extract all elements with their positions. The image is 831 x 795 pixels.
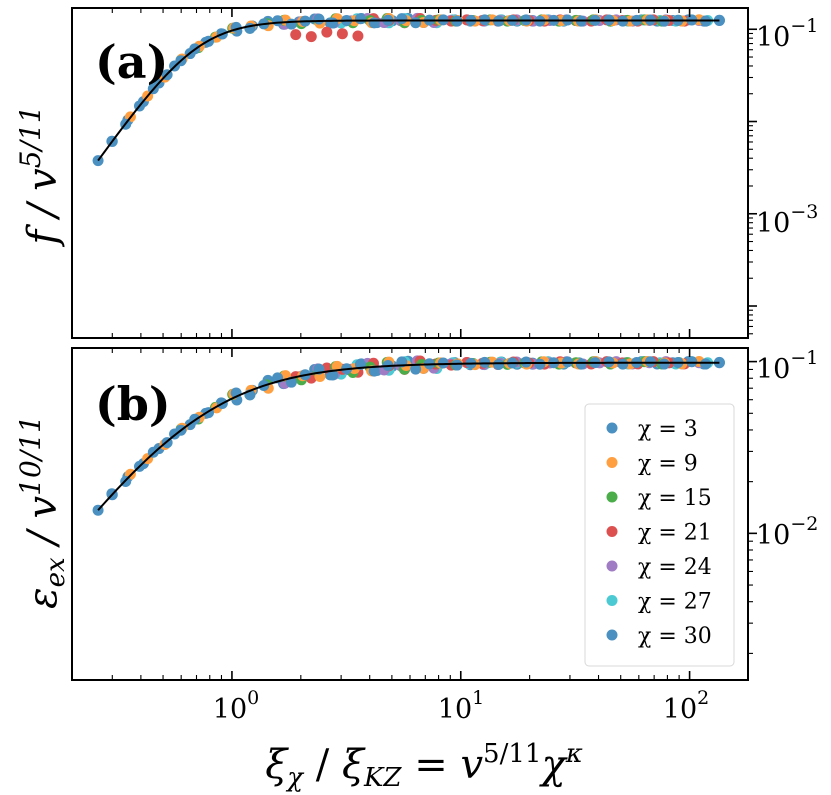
- panel-a-y-ticks: [748, 28, 757, 335]
- point-b-s0-26: [451, 359, 463, 371]
- point-a-s0-17: [327, 17, 339, 29]
- legend-label-4: χ = 24: [638, 555, 712, 580]
- legend-frame: [584, 403, 735, 667]
- panel-b-y-axis-label: εex / v10/11: [14, 415, 71, 609]
- legend-label-2: χ = 15: [638, 486, 712, 511]
- x-axis-label: ξχ / ξKZ = v5/11χκ: [265, 739, 583, 793]
- legend-marker-0: [606, 422, 618, 434]
- panel-b: (b) 10−1 10−2 εex / v10/11 χ = 3χ = 9χ =…: [14, 347, 818, 681]
- panel-a-points: [92, 12, 725, 167]
- panel-b-ytick-label-0: 10−1: [756, 347, 818, 385]
- point-a-s0-20: [368, 17, 380, 29]
- point-a-s3-3: [336, 28, 348, 40]
- point-a-s3-2: [321, 26, 333, 38]
- point-b-s0-44: [700, 358, 712, 370]
- xtick-label-0: 100: [213, 687, 259, 725]
- panel-a-y-axis-label: f / v5/11: [14, 105, 66, 247]
- point-a-s0-14: [285, 18, 297, 30]
- point-a-s0-19: [354, 13, 366, 25]
- panel-a-fit-curve: [97, 19, 720, 162]
- point-b-s0-38: [617, 358, 629, 370]
- legend-marker-4: [606, 560, 618, 572]
- legend-marker-5: [606, 595, 618, 606]
- panel-a-frame: [71, 7, 749, 339]
- panel-b-y-ticks: [748, 360, 757, 654]
- legend-marker-1: [606, 457, 618, 468]
- legend-marker-2: [606, 491, 618, 503]
- point-a-s0-13: [272, 15, 284, 27]
- legend-label-1: χ = 9: [638, 452, 698, 477]
- point-a-s3-1: [305, 31, 317, 43]
- legend-label-3: χ = 21: [638, 521, 712, 546]
- panel-a-x-ticks: [71, 8, 691, 338]
- panel-a-ytick-label-1: 10−3: [756, 201, 818, 239]
- point-b-s0-23: [410, 363, 422, 375]
- panel-a: (a) 10−1 10−3 f / v5/11: [14, 7, 818, 339]
- point-b-s0-20: [368, 365, 380, 377]
- legend-label-5: χ = 27: [638, 590, 712, 615]
- panel-a-ytick-label-0: 10−1: [756, 15, 818, 53]
- panel-b-x-ticks: [71, 348, 691, 680]
- point-b-s0-28: [479, 356, 491, 368]
- legend-marker-6: [606, 629, 618, 641]
- legend-marker-3: [606, 526, 618, 537]
- point-b-s0-31: [520, 356, 532, 368]
- panel-b-ytick-label-1: 10−2: [756, 513, 818, 551]
- point-a-s0-16: [313, 13, 325, 25]
- point-b-s0-32: [534, 358, 546, 370]
- point-b-s0-25: [437, 357, 449, 369]
- xtick-label-1: 101: [438, 687, 484, 725]
- panel-b-label: (b): [95, 377, 171, 431]
- legend: χ = 3 χ = 9 χ = 15 χ = 21 χ = 24 χ = 27 χ = 30: [584, 403, 735, 667]
- point-a-s0-23: [410, 17, 422, 29]
- legend-label-0: χ = 3: [638, 417, 698, 442]
- point-b-s0-29: [492, 359, 504, 371]
- point-b-s0-34: [562, 356, 574, 368]
- point-a-s0-22: [396, 13, 408, 25]
- point-a-s3-0: [290, 29, 302, 41]
- point-b-s0-35: [575, 358, 587, 370]
- point-b-s0-41: [658, 358, 670, 370]
- point-b-s0-17: [327, 369, 339, 381]
- panel-a-label: (a): [95, 35, 168, 89]
- xtick-label-2: 102: [663, 687, 709, 725]
- legend-label-6: χ = 30: [638, 624, 712, 649]
- point-a-s3-4: [352, 30, 364, 42]
- panel-b-fit-curve: [97, 361, 720, 511]
